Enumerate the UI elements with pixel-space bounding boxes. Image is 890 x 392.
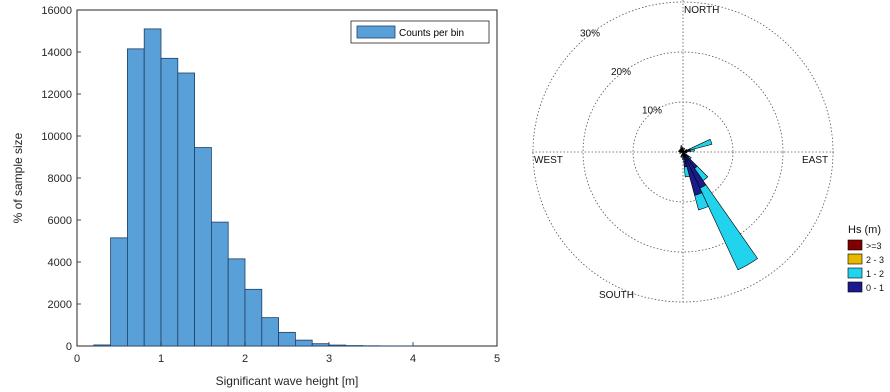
wind-rose-legend-swatch <box>847 281 863 293</box>
wind-rose-sector-1-2 <box>699 184 758 271</box>
x-tick-label: 2 <box>242 353 248 365</box>
histogram-bar <box>143 28 162 347</box>
histogram-bar <box>328 344 347 347</box>
histogram-bar <box>93 344 112 347</box>
wind-rose-sector-1-2 <box>689 138 713 151</box>
wind-rose-ring <box>582 51 784 253</box>
wind-rose-legend-swatch <box>847 253 863 265</box>
wind-rose-legend: Hs (m) >=3 2 - 3 1 - 2 0 - 1 <box>847 224 884 293</box>
x-tick-label: 3 <box>326 353 332 365</box>
histogram-bar <box>110 237 128 347</box>
wind-rose-sector-1-2 <box>679 148 682 151</box>
histogram-chart: 0 1 2 3 4 5 0 2000 4000 6000 8000 10000 12000 14000 1… <box>11 5 500 388</box>
histogram-bar <box>278 331 296 347</box>
histogram-bar <box>227 258 246 347</box>
compass-east-label: EAST <box>802 155 828 166</box>
histogram-bar <box>160 57 179 347</box>
wind-rose-sector-1-2 <box>680 155 683 158</box>
wind-rose-ring-label: 30% <box>580 29 600 40</box>
histogram-bar <box>210 221 229 347</box>
wind-rose-ring-labels: 10% 20% 30% <box>580 29 662 117</box>
wind-rose-ring-label: 20% <box>611 67 631 78</box>
wind-rose-sector-1-2 <box>683 147 686 151</box>
histogram-legend-swatch <box>356 25 396 39</box>
wind-rose-chart: 10% 20% 30% NORTH SOUTH EAST WEST <box>532 0 834 303</box>
wind-rose-legend-items: >=3 2 - 3 1 - 2 0 - 1 <box>847 239 884 293</box>
y-tick-label: 8000 <box>48 173 72 185</box>
wind-rose-legend-label: 0 - 1 <box>866 283 884 293</box>
compass-north-label: NORTH <box>684 5 719 16</box>
histogram-bar <box>244 288 263 347</box>
y-tick-label: 14000 <box>41 47 72 59</box>
wind-rose-legend-label: 1 - 2 <box>866 269 884 279</box>
y-tick-label: 2000 <box>48 299 72 311</box>
histogram-x-axis-label: Significant wave height [m] <box>216 374 359 388</box>
histogram-bar <box>127 48 145 347</box>
histogram-legend: Counts per bin <box>350 20 490 44</box>
y-tick-label: 0 <box>66 341 72 353</box>
y-tick-label: 16000 <box>41 5 72 17</box>
histogram-y-axis-label: % of sample size <box>11 132 25 223</box>
wind-rose-sectors <box>678 138 758 271</box>
histogram-bar <box>311 343 330 347</box>
wind-rose-legend-swatch <box>847 239 863 251</box>
y-tick-label: 10000 <box>41 131 72 143</box>
histogram-legend-label: Counts per bin <box>399 28 464 39</box>
wind-rose-sector-1-2 <box>694 192 709 211</box>
wind-rose-sector-1-2 <box>681 147 684 151</box>
y-tick-label: 12000 <box>41 89 72 101</box>
x-tick-label: 0 <box>74 353 80 365</box>
wind-rose-legend-title: Hs (m) <box>848 224 881 236</box>
histogram-bar <box>261 317 279 347</box>
wind-rose-sector-1-2 <box>685 151 688 154</box>
wind-rose-sector-1-2 <box>683 166 690 178</box>
wind-rose-sector-1-2 <box>678 149 681 152</box>
histogram-bars <box>93 28 414 347</box>
histogram-bar <box>177 72 196 347</box>
compass-south-label: SOUTH <box>599 290 634 301</box>
wind-rose-legend-label: >=3 <box>866 241 882 251</box>
histogram-bar <box>294 339 313 347</box>
wind-rose-sector-1-2 <box>682 156 684 160</box>
wind-rose-sector-1-2 <box>678 150 680 153</box>
histogram-y-ticks: 0 2000 4000 6000 8000 10000 12000 14000 16000 <box>41 5 81 353</box>
wind-rose-ring-label: 10% <box>642 106 662 117</box>
y-tick-label: 4000 <box>48 257 72 269</box>
compass-west-label: WEST <box>534 155 563 166</box>
wind-rose-legend-label: 2 - 3 <box>866 255 884 265</box>
x-tick-label: 1 <box>158 353 164 365</box>
wind-rose-legend-swatch <box>847 267 863 279</box>
y-tick-label: 6000 <box>48 215 72 227</box>
x-tick-label: 5 <box>494 353 500 365</box>
histogram-bar <box>194 147 212 347</box>
wind-rose-sector-1-2 <box>689 148 695 152</box>
x-tick-label: 4 <box>410 353 416 365</box>
histogram-x-ticks: 0 1 2 3 4 5 <box>74 342 500 365</box>
wind-rose-sector-1-2 <box>679 152 682 154</box>
